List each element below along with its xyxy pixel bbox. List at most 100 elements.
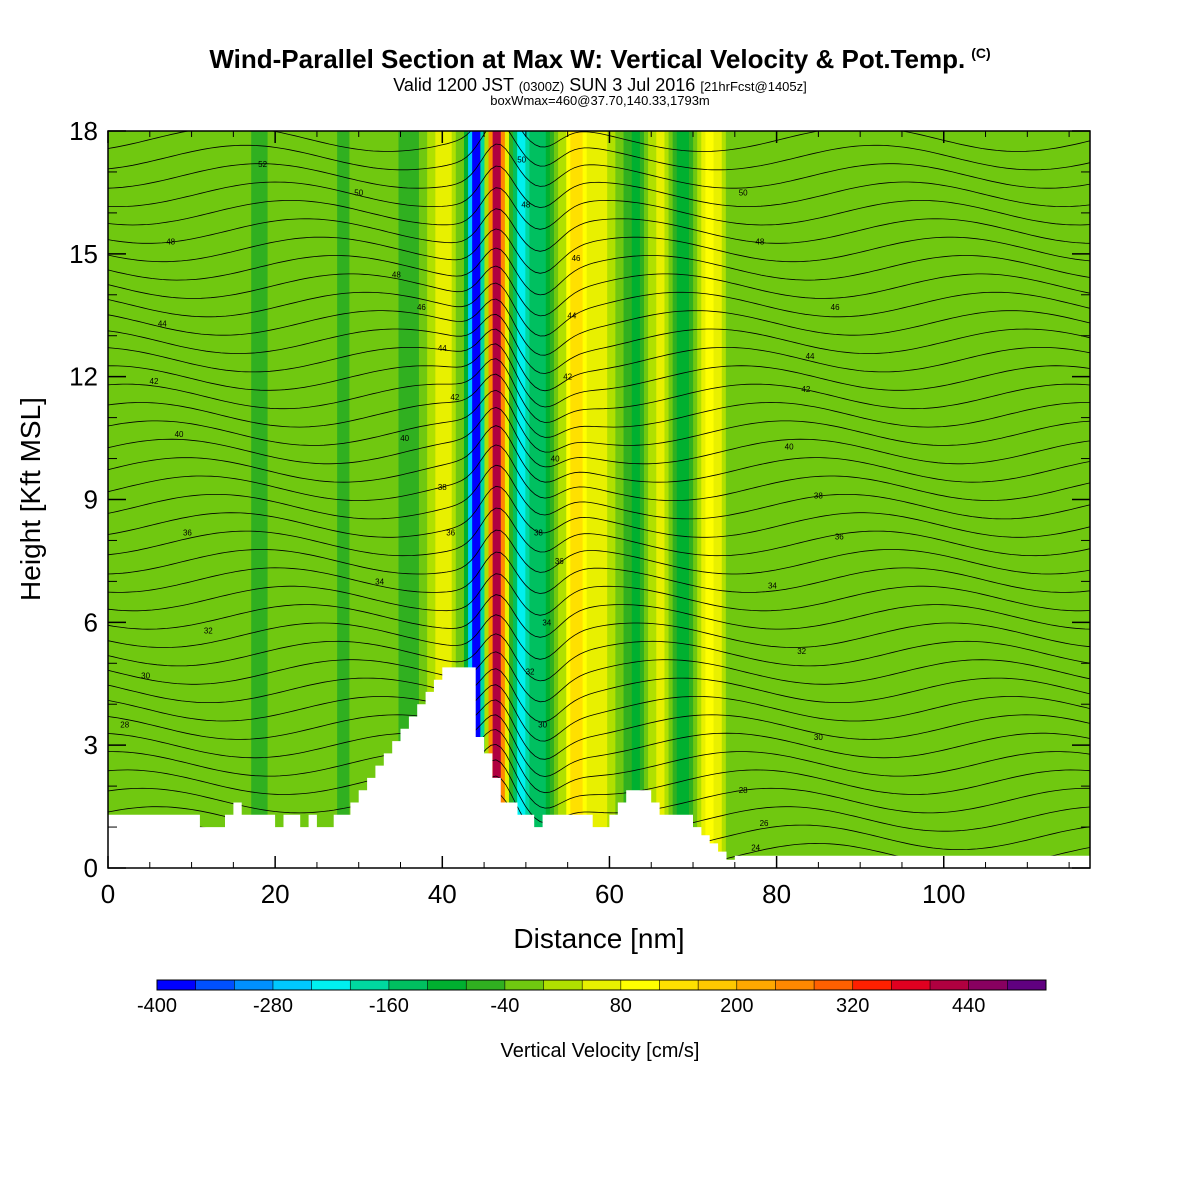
theta-contour-line <box>108 684 1090 742</box>
colorbar-swatch <box>350 980 390 990</box>
contour-label: 38 <box>534 528 543 537</box>
velocity-cell <box>995 131 1001 868</box>
velocity-cell <box>459 131 465 868</box>
velocity-cell <box>738 131 743 868</box>
velocity-cell <box>300 131 305 868</box>
velocity-cell <box>488 131 494 868</box>
contour-label: 28 <box>120 721 129 730</box>
velocity-cell <box>529 131 535 868</box>
colorbar-label: Vertical Velocity [cm/s] <box>501 1040 700 1062</box>
velocity-cell <box>140 131 146 868</box>
theta-contour-line <box>108 247 1090 296</box>
contour-label: 36 <box>555 557 564 566</box>
velocity-cell <box>909 131 915 868</box>
velocity-cell <box>905 131 911 868</box>
theta-contour-line <box>108 265 1090 317</box>
velocity-cell <box>766 131 772 868</box>
colorbar: -400 -280 -160 -40 80 200 320 440 <box>137 979 1047 1017</box>
colorbar-swatch <box>543 980 583 990</box>
velocity-cell <box>848 131 854 868</box>
velocity-cell <box>815 131 821 868</box>
y-tick-label: 15 <box>69 239 98 269</box>
velocity-cell <box>361 131 367 868</box>
velocity-cell <box>349 131 355 868</box>
velocity-cell <box>1053 131 1058 868</box>
velocity-cell <box>500 131 506 868</box>
chart-title: Wind-Parallel Section at Max W: Vertical… <box>0 44 1200 75</box>
velocity-cell <box>418 131 424 868</box>
velocity-cell <box>341 131 346 868</box>
velocity-cell <box>423 131 428 868</box>
theta-contour-line <box>108 425 1090 483</box>
velocity-cell <box>525 131 531 868</box>
velocity-cell <box>729 131 735 868</box>
contour-label: 42 <box>450 393 459 402</box>
velocity-cell <box>975 131 981 868</box>
colorbar-tick-label: 80 <box>610 995 632 1017</box>
velocity-cell <box>979 131 985 868</box>
velocity-cell <box>799 131 805 868</box>
velocity-cell <box>918 131 923 868</box>
velocity-cell <box>472 131 477 868</box>
velocity-cell <box>844 131 850 868</box>
velocity-cell <box>987 131 993 868</box>
velocity-cell <box>1040 131 1046 868</box>
velocity-cell <box>709 131 715 868</box>
colorbar-swatch <box>466 980 506 990</box>
colorbar-swatch <box>736 980 776 990</box>
colorbar-tick-label: -400 <box>137 995 177 1017</box>
velocity-cell <box>590 131 596 868</box>
colorbar-swatch <box>930 980 970 990</box>
velocity-cell <box>251 131 256 868</box>
velocity-cell <box>672 131 678 868</box>
velocity-cell <box>558 131 563 868</box>
x-tick-label: 100 <box>922 879 965 909</box>
theta-contour-line <box>108 551 1090 594</box>
velocity-cell <box>553 131 559 868</box>
velocity-cell <box>783 131 788 868</box>
velocity-cell <box>770 131 776 868</box>
velocity-cell <box>750 131 756 868</box>
contour-label: 30 <box>538 721 547 730</box>
x-tick-label: 20 <box>261 879 290 909</box>
velocity-cell <box>938 131 944 868</box>
velocity-cell <box>869 131 874 868</box>
velocity-cell <box>791 131 796 868</box>
velocity-cell <box>1016 131 1022 868</box>
theta-contour-line <box>108 729 1090 794</box>
velocity-cell <box>570 131 576 868</box>
theta-contour-line <box>108 743 1090 809</box>
velocity-cell <box>513 131 518 868</box>
velocity-cell <box>230 131 236 868</box>
velocity-cell <box>803 131 809 868</box>
contour-label: 28 <box>739 786 748 795</box>
velocity-cell <box>893 131 899 868</box>
velocity-cell <box>328 131 334 868</box>
velocity-cell <box>807 131 813 868</box>
velocity-cell <box>705 131 711 868</box>
velocity-cell <box>427 131 432 868</box>
velocity-cell <box>926 131 932 868</box>
velocity-cell <box>836 131 842 868</box>
colorbar-swatch <box>659 980 699 990</box>
theta-contour-line <box>108 131 1090 152</box>
contour-label: 42 <box>150 377 159 386</box>
velocity-cell <box>1024 131 1030 868</box>
y-tick-label: 9 <box>84 485 98 515</box>
contour-label: 48 <box>521 201 530 210</box>
contour-label: 48 <box>392 270 401 279</box>
colorbar-swatch <box>234 980 274 990</box>
velocity-cell <box>234 131 240 868</box>
velocity-cell <box>991 131 997 868</box>
velocity-cell <box>901 131 907 868</box>
colorbar-swatch <box>891 980 931 990</box>
velocity-cell <box>402 131 408 868</box>
contour-label: 46 <box>572 254 581 263</box>
velocity-cell <box>734 131 739 868</box>
velocity-cell <box>283 131 289 868</box>
colorbar-swatch <box>852 980 892 990</box>
velocity-cell <box>758 131 764 868</box>
velocity-cell <box>439 131 445 868</box>
contour-label: 38 <box>814 491 823 500</box>
